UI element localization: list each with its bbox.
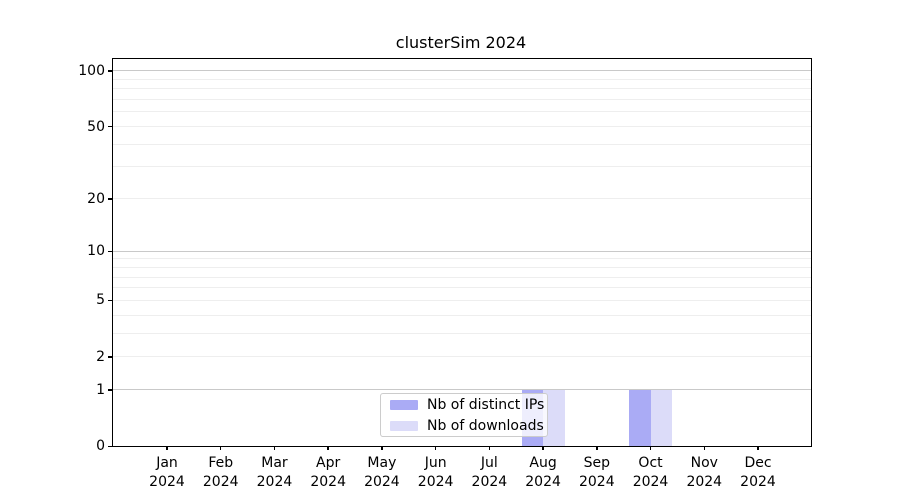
x-tick-mark xyxy=(434,446,437,450)
major-gridline xyxy=(113,70,811,72)
x-tick-label: Sep 2024 xyxy=(567,454,627,492)
y-tick-mark xyxy=(108,356,112,358)
major-gridline xyxy=(113,250,811,252)
minor-gridline xyxy=(113,314,811,316)
x-tick-mark xyxy=(542,446,544,450)
x-tick-mark xyxy=(273,446,276,450)
y-tick-mark xyxy=(108,250,112,253)
y-tick-label: 1 xyxy=(96,381,105,398)
x-tick-mark xyxy=(703,446,705,450)
x-tick-label-line: 2024 xyxy=(417,474,454,490)
minor-gridline xyxy=(113,111,811,113)
x-tick-label: Nov 2024 xyxy=(674,454,734,492)
y-tick-mark xyxy=(108,126,112,128)
x-tick-mark xyxy=(220,446,222,450)
minor-gridline xyxy=(113,266,811,268)
x-tick-label-line: 2024 xyxy=(578,474,615,490)
y-tick-label: 20 xyxy=(87,190,105,207)
legend-label: Nb of downloads xyxy=(427,417,544,434)
x-tick-label-line: 2024 xyxy=(686,474,723,490)
x-tick-label-line: Jul xyxy=(480,455,498,471)
x-tick-label-line: Oct xyxy=(638,455,663,471)
x-tick-label-line: Jan xyxy=(156,455,178,471)
x-tick-label-line: Sep xyxy=(583,455,610,471)
x-tick-label: Feb 2024 xyxy=(191,454,251,492)
x-tick-label-line: 2024 xyxy=(525,474,561,490)
x-tick-label-line: Mar xyxy=(261,455,288,471)
major-gridline xyxy=(113,389,811,391)
y-tick-mark xyxy=(108,445,112,447)
minor-gridline xyxy=(113,287,811,289)
y-tick-label: 2 xyxy=(96,348,105,365)
legend-row: Nb of distinct IPs xyxy=(381,394,547,415)
minor-gridline xyxy=(113,166,811,168)
x-tick-label: May 2024 xyxy=(352,454,412,492)
x-tick-mark xyxy=(381,446,383,450)
chart-title: clusterSim 2024 xyxy=(395,33,527,52)
x-tick-label-line: 2024 xyxy=(740,474,776,490)
legend-label: Nb of distinct IPs xyxy=(427,396,545,413)
legend-swatch-icon xyxy=(390,420,418,431)
x-tick-label-line: 2024 xyxy=(364,474,400,490)
minor-gridline xyxy=(113,356,811,358)
x-tick-label: Dec 2024 xyxy=(728,454,788,492)
x-tick-label-line: Nov xyxy=(690,455,718,471)
bar-nb-of-downloads-aug-2024 xyxy=(543,389,565,446)
x-tick-mark xyxy=(596,446,598,450)
minor-gridline xyxy=(113,143,811,145)
x-tick-label-line: 2024 xyxy=(310,474,346,490)
x-tick-label: Mar 2024 xyxy=(244,454,304,492)
bar-nb-of-downloads-oct-2024 xyxy=(650,389,673,446)
x-tick-label-line: 2024 xyxy=(632,474,669,490)
x-tick-mark xyxy=(757,446,759,450)
minor-gridline xyxy=(113,198,811,200)
x-tick-mark xyxy=(166,446,168,450)
minor-gridline xyxy=(113,99,811,101)
x-tick-label-line: Feb xyxy=(208,455,234,471)
minor-gridline xyxy=(113,126,811,127)
y-tick-label: 5 xyxy=(96,292,105,309)
minor-gridline xyxy=(113,276,811,278)
x-tick-label-line: Aug xyxy=(529,455,557,471)
bar-nb-of-distinct-ips-oct-2024 xyxy=(629,389,651,446)
x-tick-mark xyxy=(488,446,491,450)
x-tick-label-line: 2024 xyxy=(202,474,239,490)
x-tick-label: Jul 2024 xyxy=(459,454,519,492)
legend: Nb of distinct IPs Nb of downloads xyxy=(380,393,548,437)
x-tick-label-line: Dec xyxy=(744,455,772,471)
minor-gridline xyxy=(113,258,811,260)
x-tick-label: Oct 2024 xyxy=(621,454,681,492)
legend-swatch-icon xyxy=(390,399,418,410)
y-tick-label: 10 xyxy=(87,243,105,260)
minor-gridline xyxy=(113,88,811,90)
x-tick-label-line: Jun xyxy=(424,455,447,471)
y-tick-mark xyxy=(108,299,112,302)
y-tick-label: 0 xyxy=(96,438,105,454)
minor-gridline xyxy=(113,332,811,334)
x-tick-mark xyxy=(649,446,652,450)
x-tick-label-line: 2024 xyxy=(471,474,508,490)
x-tick-label: Aug 2024 xyxy=(513,454,573,492)
y-tick-mark xyxy=(108,389,112,391)
x-tick-label-line: 2024 xyxy=(256,474,293,490)
x-tick-label: Jan 2024 xyxy=(137,454,197,492)
y-tick-label: 50 xyxy=(87,118,105,135)
y-tick-mark xyxy=(108,70,112,72)
minor-gridline xyxy=(113,299,811,301)
x-tick-mark xyxy=(327,446,329,450)
x-tick-label-line: Apr xyxy=(316,455,341,471)
x-tick-label: Apr 2024 xyxy=(298,454,358,492)
x-tick-label-line: 2024 xyxy=(149,474,185,490)
y-tick-label: 100 xyxy=(78,62,105,79)
legend-row: Nb of downloads xyxy=(381,415,547,436)
x-tick-label-line: May xyxy=(367,455,397,471)
plot-area: Nb of distinct IPs Nb of downloads 0 1 2 5 10… xyxy=(78,58,812,490)
y-tick-mark xyxy=(108,198,112,200)
minor-gridline xyxy=(113,78,811,80)
x-tick-label: Jun 2024 xyxy=(406,454,466,492)
